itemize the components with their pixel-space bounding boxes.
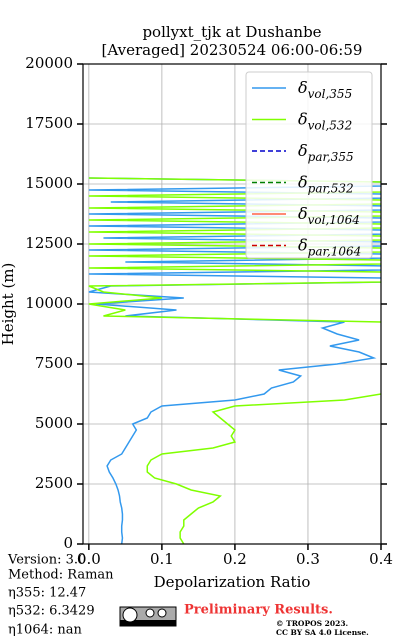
legend-label: δpar,532 xyxy=(298,172,354,195)
info-line: Method: Raman xyxy=(8,568,114,583)
x-tick-label: 0.0 xyxy=(77,550,101,568)
legend-label: δvol,532 xyxy=(298,109,352,132)
info-line: η1064: nan xyxy=(8,623,83,638)
info-line: Version: 3.0 xyxy=(7,553,86,568)
copyright: © TROPOS 2023. xyxy=(276,619,348,628)
y-tick-label: 2500 xyxy=(35,474,73,492)
legend-label: δvol,355 xyxy=(298,78,352,101)
x-tick-label: 0.1 xyxy=(150,550,174,568)
chart-subtitle: [Averaged] 20230524 06:00-06:59 xyxy=(102,41,363,59)
plot-frame xyxy=(82,63,382,545)
x-tick-label: 0.2 xyxy=(223,550,247,568)
y-tick-label: 17500 xyxy=(25,114,73,132)
plot-lines xyxy=(88,177,381,544)
info-block: Version: 3.0 Method: Raman η355: 12.47 η… xyxy=(7,553,114,638)
x-axis-label: Depolarization Ratio xyxy=(154,573,311,591)
y-tick-label: 5000 xyxy=(35,414,73,432)
legend-label: δvol,1064 xyxy=(298,204,360,227)
x-tick-label: 0.3 xyxy=(296,550,320,568)
legend-label: δpar,355 xyxy=(298,141,354,164)
chart-title: pollyxt_tjk at Dushanbe xyxy=(142,23,321,41)
x-tick-label: 0.4 xyxy=(369,550,393,568)
y-axis-label: Height (m) xyxy=(0,263,17,346)
y-tick-label: 12500 xyxy=(25,234,73,252)
profile-line xyxy=(88,177,381,544)
info-line: η355: 12.47 xyxy=(8,586,86,601)
legend-label: δpar,1064 xyxy=(298,235,361,258)
info-line: η532: 6.3429 xyxy=(8,604,95,619)
y-tick-label: 10000 xyxy=(25,294,73,312)
copyright: CC BY SA 4.0 License. xyxy=(276,628,369,637)
profile-line xyxy=(88,177,381,544)
y-tick-label: 20000 xyxy=(25,54,73,72)
license-logo xyxy=(119,606,177,627)
y-tick-label: 7500 xyxy=(35,354,73,372)
y-tick-label: 15000 xyxy=(25,174,73,192)
notice: Preliminary Results. xyxy=(184,603,333,618)
legend-box xyxy=(245,71,373,259)
y-tick-label: 0 xyxy=(63,534,73,552)
